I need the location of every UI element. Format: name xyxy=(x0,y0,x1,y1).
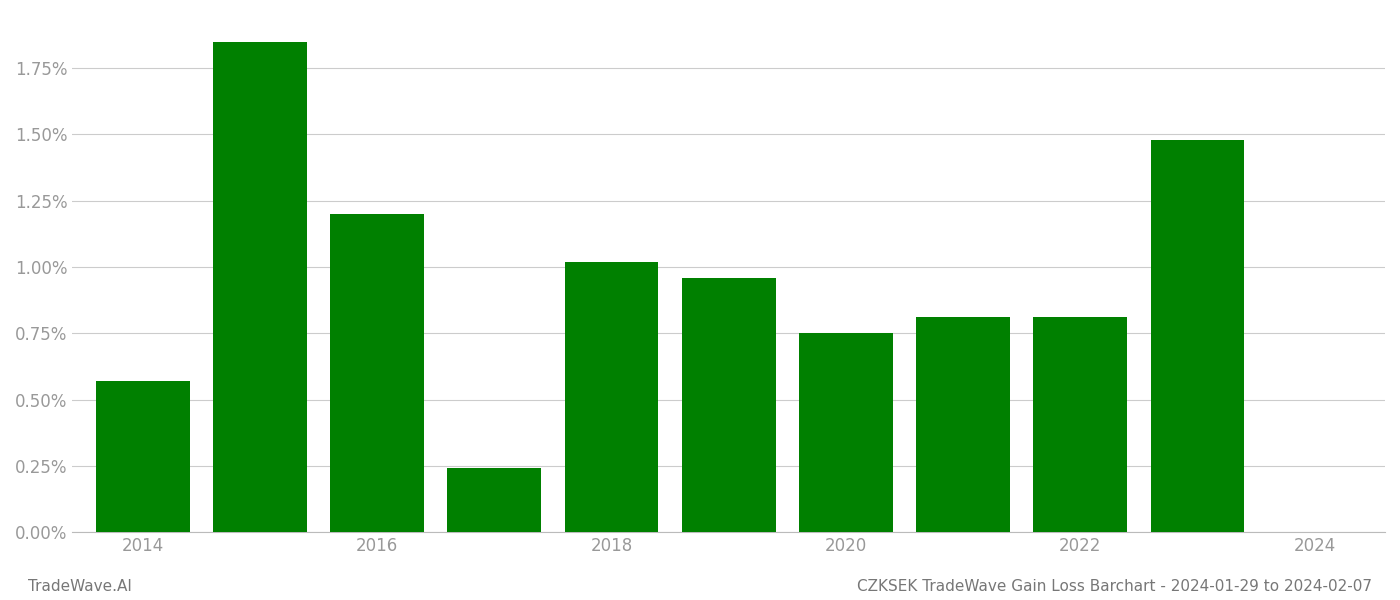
Bar xyxy=(330,214,424,532)
Bar xyxy=(1033,317,1127,532)
Bar xyxy=(1151,140,1245,532)
Bar xyxy=(799,333,893,532)
Bar xyxy=(97,381,189,532)
Bar xyxy=(448,469,542,532)
Bar xyxy=(682,278,776,532)
Bar xyxy=(213,41,307,532)
Bar xyxy=(564,262,658,532)
Text: TradeWave.AI: TradeWave.AI xyxy=(28,579,132,594)
Bar xyxy=(916,317,1009,532)
Text: CZKSEK TradeWave Gain Loss Barchart - 2024-01-29 to 2024-02-07: CZKSEK TradeWave Gain Loss Barchart - 20… xyxy=(857,579,1372,594)
